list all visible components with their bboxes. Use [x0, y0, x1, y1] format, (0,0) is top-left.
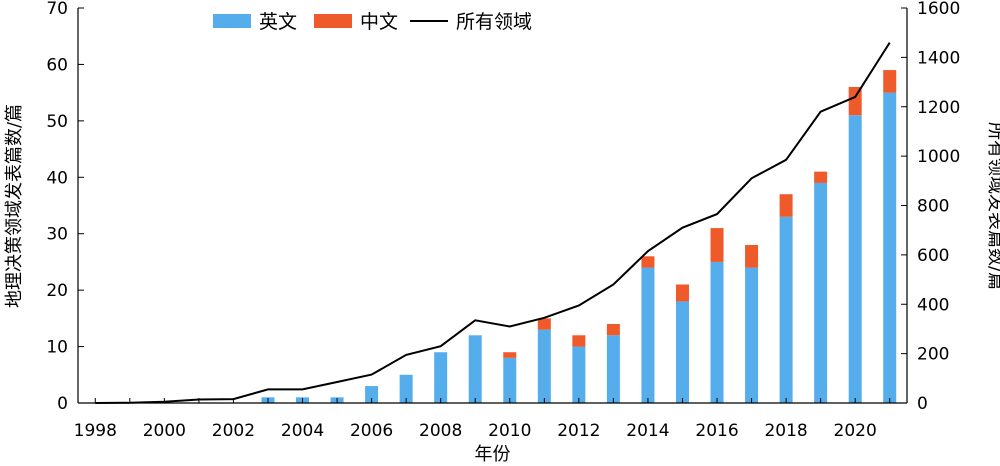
line-layer: [95, 42, 891, 404]
right-tick-label-400: 400: [917, 295, 949, 315]
bar-english-2020: [848, 115, 862, 403]
x-tick-label-2002: 2002: [212, 421, 255, 441]
bar-english-2021: [883, 92, 897, 404]
bar-chinese-2019: [814, 171, 828, 183]
right-tick-label-0: 0: [917, 394, 928, 414]
legend-swatch-english: [213, 14, 251, 28]
bar-chinese-2011: [537, 318, 551, 330]
bar-chinese-2020: [848, 87, 862, 116]
bar-english-2016: [710, 261, 724, 403]
bar-english-2011: [537, 329, 551, 403]
left-tick-label-20: 20: [46, 281, 68, 301]
legend: 英文 中文 所有领域: [213, 11, 532, 33]
left-axis-title: 地理决策领域发表篇数/篇: [4, 104, 25, 308]
bar-chinese-2014: [641, 256, 655, 268]
legend-label-chinese: 中文: [360, 11, 398, 33]
left-tick-label-0: 0: [57, 394, 68, 414]
left-tick-label-10: 10: [46, 338, 68, 358]
bar-chinese-2017: [745, 245, 759, 268]
bar-english-2017: [745, 267, 759, 403]
x-axis-title: 年份: [475, 444, 511, 465]
bar-english-2018: [779, 216, 793, 403]
bar-english-2008: [434, 352, 448, 403]
x-tick-label-2014: 2014: [626, 421, 669, 441]
bar-chinese-2015: [675, 284, 689, 302]
left-tick-label-70: 70: [46, 0, 68, 19]
left-tick-label-60: 60: [46, 55, 68, 75]
legend-label-english: 英文: [259, 11, 297, 33]
bar-english-2014: [641, 267, 655, 403]
x-tick-label-2010: 2010: [488, 421, 531, 441]
x-tick-label-2000: 2000: [143, 421, 186, 441]
bar-english-2010: [503, 357, 517, 403]
bar-chinese-2012: [572, 335, 586, 347]
bars-layer: [261, 70, 897, 404]
right-tick-label-1000: 1000: [917, 147, 960, 167]
bar-chinese-2010: [503, 352, 517, 358]
right-tick-label-1200: 1200: [917, 98, 960, 118]
bar-english-2019: [814, 182, 828, 403]
x-tick-label-2016: 2016: [695, 421, 738, 441]
bar-chinese-2021: [883, 70, 897, 93]
right-tick-label-1600: 1600: [917, 0, 960, 19]
x-tick-label-2006: 2006: [350, 421, 393, 441]
bar-english-2007: [399, 374, 413, 403]
right-tick-label-1400: 1400: [917, 48, 960, 68]
bar-english-2013: [606, 335, 620, 403]
left-tick-label-30: 30: [46, 225, 68, 245]
bar-english-2015: [675, 301, 689, 403]
right-tick-label-800: 800: [917, 197, 949, 217]
left-tick-label-40: 40: [46, 168, 68, 188]
x-tick-label-1998: 1998: [74, 421, 117, 441]
bar-chinese-2018: [779, 194, 793, 217]
bar-chinese-2016: [710, 228, 724, 262]
right-tick-label-200: 200: [917, 345, 949, 365]
line-all-fields: [95, 42, 891, 404]
x-tick-label-2008: 2008: [419, 421, 462, 441]
left-tick-label-50: 50: [46, 112, 68, 132]
axes-layer: 0 10 20 30 40 50 60 70 0 200 400 600 800 1000 1200 1400…: [4, 0, 1000, 465]
x-tick-label-2020: 2020: [834, 421, 877, 441]
bar-english-2006: [365, 386, 379, 403]
bar-english-2009: [468, 335, 482, 403]
x-tick-label-2004: 2004: [281, 421, 324, 441]
right-tick-label-600: 600: [917, 246, 949, 266]
x-tick-label-2018: 2018: [764, 421, 807, 441]
legend-label-all-fields: 所有领域: [456, 11, 532, 33]
legend-swatch-chinese: [314, 14, 352, 28]
x-tick-label-2012: 2012: [557, 421, 600, 441]
bar-chinese-2013: [606, 324, 620, 336]
right-axis-title: 所有领域发表篇数/篇: [985, 122, 1000, 290]
bar-english-2012: [572, 346, 586, 403]
